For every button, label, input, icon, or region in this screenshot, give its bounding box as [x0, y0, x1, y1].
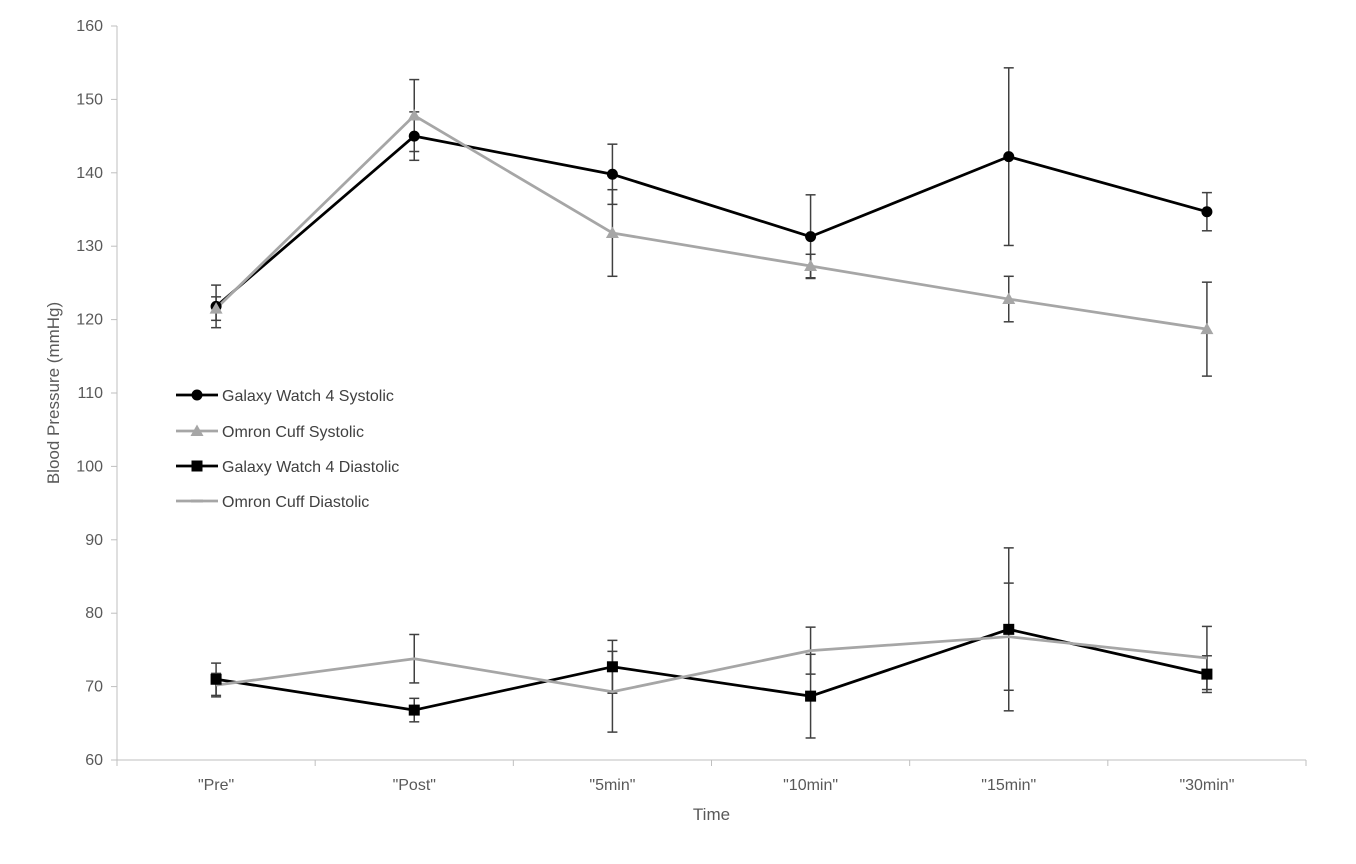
- data-point: [1201, 668, 1213, 680]
- data-point: [804, 259, 818, 272]
- y-tick-label: 150: [76, 91, 103, 108]
- series-lines: [215, 114, 1208, 712]
- data-point: [1200, 322, 1214, 335]
- legend-label: Omron Cuff Diastolic: [222, 494, 369, 511]
- y-tick-label: 70: [85, 679, 103, 696]
- y-tick-label: 120: [76, 312, 103, 329]
- data-point: [1003, 623, 1015, 635]
- data-point: [1003, 151, 1015, 163]
- data-point: [210, 673, 222, 685]
- data-point: [408, 130, 420, 142]
- legend-label: Omron Cuff Systolic: [222, 424, 364, 441]
- data-point: [805, 690, 817, 702]
- data-point: [1002, 292, 1016, 305]
- data-point: [605, 226, 619, 238]
- data-point: [606, 168, 618, 180]
- data-point: [408, 704, 420, 716]
- legend: Galaxy Watch 4 Systolic Omron Cuff Systol…: [176, 388, 399, 511]
- data-point: [190, 424, 204, 436]
- data-point: [606, 661, 618, 673]
- y-tick-label: 90: [85, 532, 103, 549]
- data-point: [1201, 206, 1213, 218]
- x-tick-label: "Post": [393, 777, 436, 794]
- data-point: [209, 302, 223, 314]
- legend-label: Galaxy Watch 4 Systolic: [222, 388, 394, 405]
- data-point: [191, 389, 203, 401]
- y-tick-label: 160: [76, 18, 103, 35]
- legend-label: Galaxy Watch 4 Diastolic: [222, 459, 399, 476]
- x-tick-label: "Pre": [198, 777, 234, 794]
- y-tick-label: 60: [85, 752, 103, 769]
- series-line-1: [215, 134, 1208, 308]
- y-axis-title: Blood Pressure (mmHg): [44, 302, 63, 484]
- x-axis-ticks: "Pre" "Post" "5min" "10min" "15min" "30min": [116, 760, 1307, 794]
- x-tick-label: "5min": [589, 777, 635, 794]
- x-tick-label: "30min": [1179, 777, 1234, 794]
- series-line-4: [215, 635, 1208, 694]
- x-tick-label: "10min": [783, 777, 838, 794]
- series-line-3: [215, 627, 1208, 712]
- series-markers: [209, 109, 1214, 716]
- series-line-2: [215, 114, 1208, 331]
- x-axis-title: Time: [693, 805, 730, 824]
- y-tick-label: 110: [77, 385, 103, 402]
- data-point: [191, 460, 203, 472]
- x-tick-label: "15min": [981, 777, 1036, 794]
- data-point: [805, 231, 817, 243]
- data-point: [191, 499, 203, 503]
- y-tick-label: 130: [76, 238, 103, 255]
- y-tick-label: 100: [76, 458, 103, 475]
- y-tick-label: 140: [76, 165, 103, 182]
- y-tick-label: 80: [85, 605, 103, 622]
- data-point: [407, 109, 421, 121]
- y-axis-ticks: 60 70 80 90 100 110 120 130 140 150 160: [76, 18, 117, 769]
